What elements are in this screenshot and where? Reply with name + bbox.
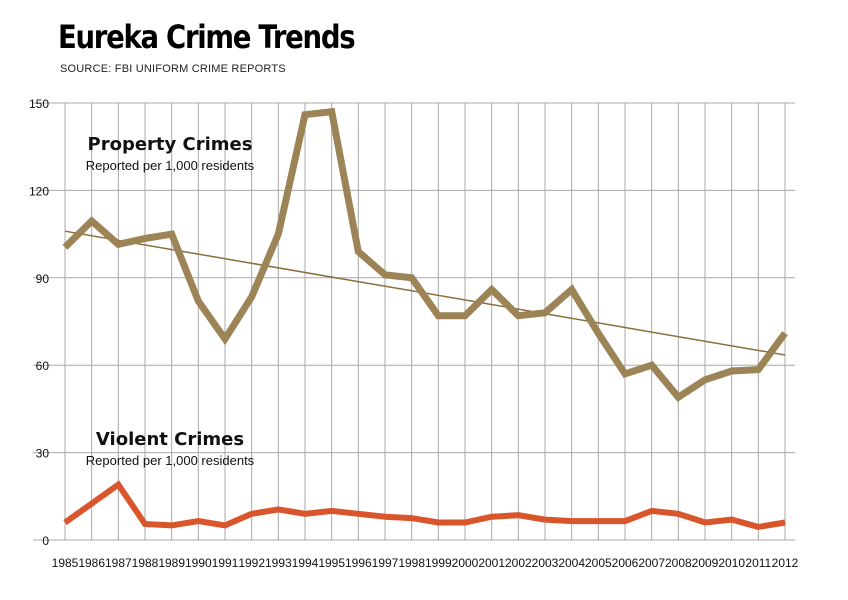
x-tick-label: 2010 [718,556,745,570]
x-tick-label: 2006 [612,556,639,570]
x-tick-label: 2012 [772,556,799,570]
x-tick-label: 2009 [692,556,719,570]
x-tick-label: 2003 [532,556,559,570]
chart-title: Eureka Crime Trends [58,18,356,56]
property-crimes-line [62,107,788,402]
y-tick-label: 120 [29,184,49,198]
x-tick-label: 1988 [132,556,159,570]
property-crimes-sublabel: Reported per 1,000 residents [86,158,255,173]
x-tick-label: 1986 [78,556,105,570]
x-tick-label: 1993 [265,556,292,570]
x-tick-label: 1996 [345,556,372,570]
x-tick-label: 2007 [638,556,665,570]
x-tick-label: 2001 [478,556,505,570]
violent-crimes-line [63,480,786,530]
x-tick-label: 1994 [292,556,319,570]
chart-source: SOURCE: FBI UNIFORM CRIME REPORTS [60,63,286,75]
y-tick-label: 60 [36,359,50,373]
x-tick-label: 2000 [452,556,479,570]
property-crimes-label: Property Crimes [88,134,253,155]
x-tick-label: 1999 [425,556,452,570]
violent-crimes-label: Violent Crimes [96,429,244,450]
x-tick-label: 1987 [105,556,132,570]
x-tick-label: 1991 [212,556,239,570]
x-tick-label: 1985 [52,556,79,570]
grid-layer [33,102,795,541]
x-tick-label: 2004 [558,556,585,570]
x-tick-label: 1998 [398,556,425,570]
x-tick-label: 1989 [158,556,185,570]
series-layer [62,107,788,530]
x-tick-label: 2008 [665,556,692,570]
x-tick-label: 2002 [505,556,532,570]
y-tick-label: 150 [29,97,49,111]
x-tick-label: 1995 [318,556,345,570]
x-tick-label: 1997 [372,556,399,570]
x-tick-label: 1992 [238,556,265,570]
x-tick-label: 2011 [745,556,771,570]
y-tick-label: 90 [36,272,50,286]
x-tick-label: 2005 [585,556,612,570]
violent-crimes-sublabel: Reported per 1,000 residents [86,453,255,468]
x-tick-label: 1990 [185,556,212,570]
y-tick-label: 30 [36,447,50,461]
y-tick-label: 0 [42,534,49,548]
